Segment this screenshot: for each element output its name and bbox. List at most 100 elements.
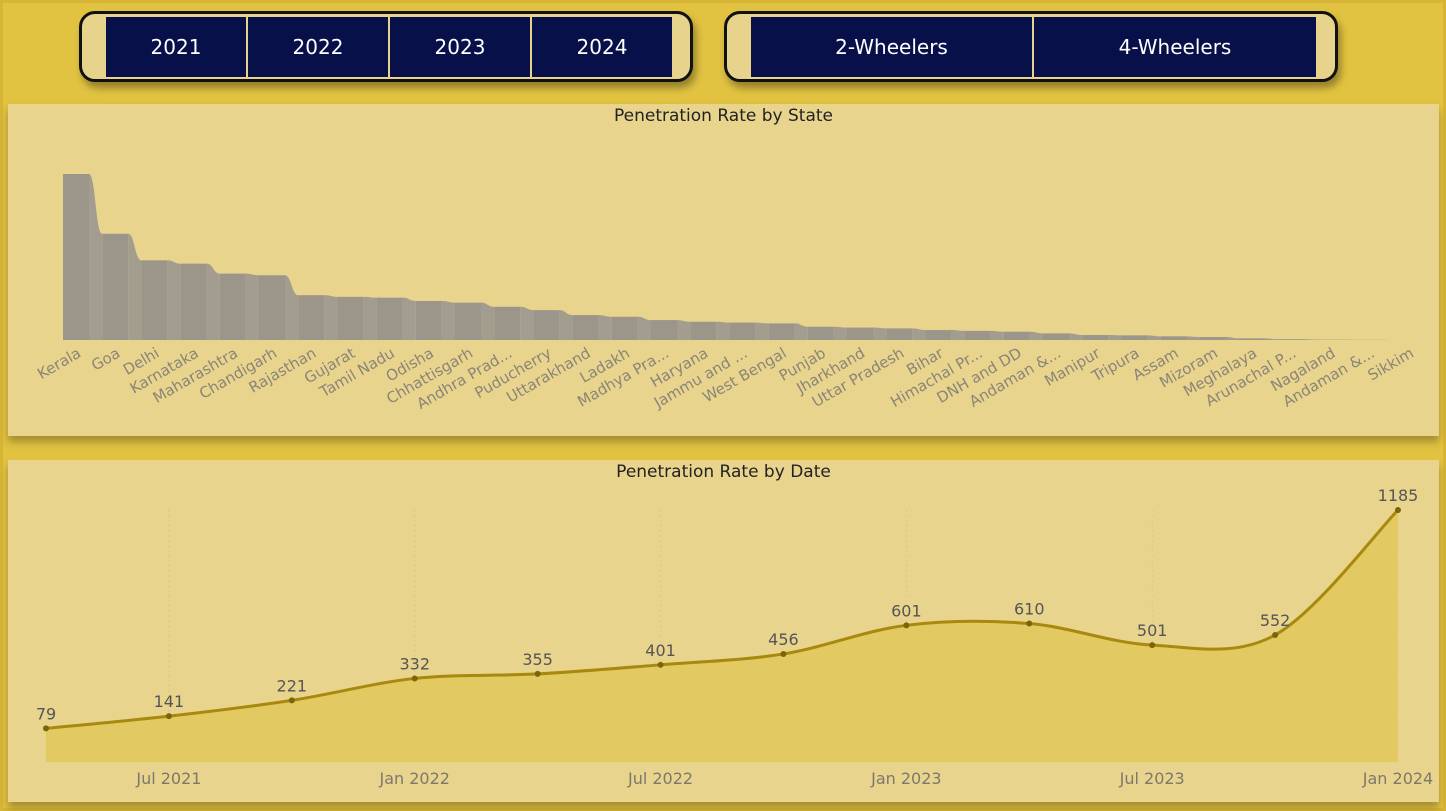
state-bar[interactable] xyxy=(494,306,521,340)
bar-ribbon xyxy=(1147,335,1161,340)
year-slicer: 2021 2022 2023 2024 xyxy=(79,11,693,82)
state-bar[interactable] xyxy=(102,233,129,340)
state-bar[interactable] xyxy=(376,297,403,340)
bar-ribbon xyxy=(598,315,612,340)
data-label: 141 xyxy=(154,692,185,711)
state-bar[interactable] xyxy=(886,328,913,340)
bar-ribbon xyxy=(128,233,142,340)
data-point[interactable] xyxy=(1395,507,1401,513)
bar-ribbon xyxy=(1225,337,1239,340)
state-bar[interactable] xyxy=(219,273,246,340)
state-bar[interactable] xyxy=(611,316,638,340)
state-bar[interactable] xyxy=(455,302,481,340)
x-tick-label: Jan 2022 xyxy=(378,769,449,788)
area-fill xyxy=(46,510,1398,762)
data-point[interactable] xyxy=(1272,631,1279,638)
bar-ribbon xyxy=(402,297,416,340)
data-label: 601 xyxy=(891,601,922,620)
bar-ribbon xyxy=(363,296,377,340)
series-line xyxy=(45,508,1400,730)
state-bar[interactable] xyxy=(141,260,168,340)
state-tick-label: Sikkim xyxy=(1365,344,1417,385)
state-bar[interactable] xyxy=(533,310,560,340)
bar-ribbon xyxy=(1304,339,1318,340)
data-point[interactable] xyxy=(288,697,295,704)
data-point[interactable] xyxy=(534,670,541,677)
x-tick-label: Jul 2021 xyxy=(135,769,201,788)
state-bar[interactable] xyxy=(63,174,89,340)
state-bar[interactable] xyxy=(1003,331,1030,340)
bar-ribbon xyxy=(755,322,769,340)
bar-ribbon xyxy=(794,323,808,340)
state-bar[interactable] xyxy=(259,275,285,340)
year-button-2022[interactable]: 2022 xyxy=(248,16,390,77)
bar-ribbon xyxy=(441,300,455,340)
state-bar[interactable] xyxy=(768,323,795,340)
x-tick-label: Jul 2022 xyxy=(627,769,693,788)
state-bar[interactable] xyxy=(572,315,599,340)
state-bars xyxy=(63,174,1396,340)
state-bar[interactable] xyxy=(690,321,717,340)
state-bar[interactable] xyxy=(298,295,325,340)
bar-ribbon xyxy=(481,302,495,340)
four-wheelers-button[interactable]: 4-Wheelers xyxy=(1034,16,1316,77)
data-label: 610 xyxy=(1014,600,1045,619)
state-bar[interactable] xyxy=(925,330,952,340)
data-label: 456 xyxy=(768,630,799,649)
bar-ribbon xyxy=(1265,338,1279,340)
data-point[interactable] xyxy=(411,675,418,682)
state-bar[interactable] xyxy=(1199,337,1226,340)
state-bar[interactable] xyxy=(964,330,991,340)
data-point[interactable] xyxy=(657,661,664,668)
bar-ribbon xyxy=(89,174,103,340)
data-point[interactable] xyxy=(1026,620,1033,627)
state-bar[interactable] xyxy=(180,263,207,340)
state-bar[interactable] xyxy=(651,320,677,340)
date-chart: 79 141 221 332 355 401 456 601 610 501 552 1185 Jul … xyxy=(36,486,1433,788)
year-button-2024[interactable]: 2024 xyxy=(532,16,672,77)
state-bar[interactable] xyxy=(415,300,442,340)
two-wheelers-button[interactable]: 2-Wheelers xyxy=(751,16,1034,77)
state-bar[interactable] xyxy=(807,326,834,340)
state-bar[interactable] xyxy=(1082,335,1109,340)
data-label: 501 xyxy=(1137,621,1168,640)
bar-ribbon xyxy=(873,327,887,340)
state-tick-label: Goa xyxy=(88,344,123,375)
state-bar[interactable] xyxy=(1278,339,1305,340)
data-label: 1185 xyxy=(1378,486,1419,505)
bar-ribbon xyxy=(990,330,1004,340)
date-chart-panel: Penetration Rate by Date 79 141 221 332 355 4… xyxy=(8,460,1439,802)
x-tick-label: Jan 2024 xyxy=(1362,769,1433,788)
state-bar[interactable] xyxy=(1160,336,1187,340)
state-bar[interactable] xyxy=(1121,335,1148,340)
data-label: 552 xyxy=(1260,611,1291,630)
state-chart-panel: Penetration Rate by State Kerala Goa Delhi… xyxy=(8,104,1439,436)
bar-ribbon xyxy=(1069,333,1083,340)
data-point[interactable] xyxy=(1149,642,1156,649)
bar-ribbon xyxy=(324,295,338,340)
data-point[interactable] xyxy=(165,713,172,720)
x-tick-label: Jul 2023 xyxy=(1119,769,1185,788)
state-bar[interactable] xyxy=(729,322,756,340)
data-label: 332 xyxy=(399,654,430,673)
data-label: 401 xyxy=(645,641,676,660)
state-bar[interactable] xyxy=(1043,333,1069,340)
state-bar[interactable] xyxy=(847,327,873,340)
bar-ribbon xyxy=(1029,331,1043,340)
year-button-2023[interactable]: 2023 xyxy=(390,16,532,77)
bar-ribbon xyxy=(637,316,651,340)
bar-ribbon xyxy=(716,321,730,340)
bar-ribbon xyxy=(1108,335,1122,340)
state-bar[interactable] xyxy=(337,296,364,340)
state-bar[interactable] xyxy=(1239,338,1265,340)
vehicle-type-slicer: 2-Wheelers 4-Wheelers xyxy=(724,11,1338,82)
x-tick-label: Jan 2023 xyxy=(870,769,941,788)
year-button-2021[interactable]: 2021 xyxy=(106,16,248,77)
data-point[interactable] xyxy=(903,622,910,629)
date-chart-title: Penetration Rate by Date xyxy=(616,462,831,482)
bar-ribbon xyxy=(1186,336,1200,340)
state-chart-title: Penetration Rate by State xyxy=(613,106,834,126)
data-point[interactable] xyxy=(43,725,49,732)
bar-ribbon xyxy=(833,326,847,340)
data-point[interactable] xyxy=(780,650,787,657)
